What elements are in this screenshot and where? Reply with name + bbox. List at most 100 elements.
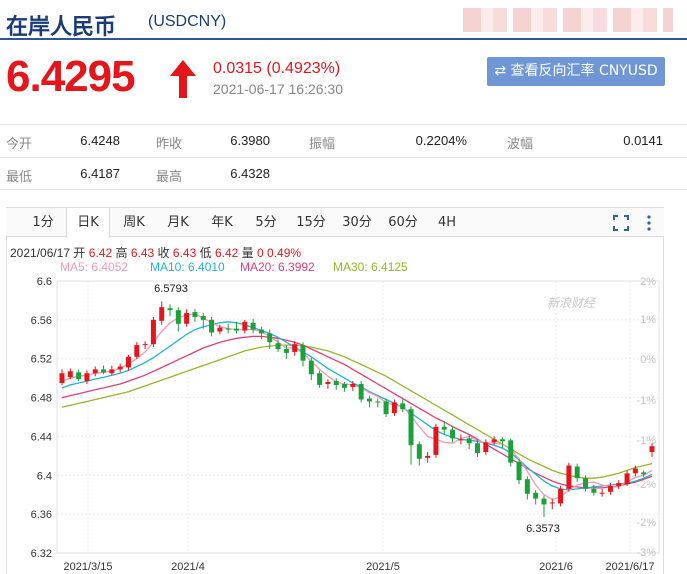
tab-daily-k[interactable]: 日K [66, 208, 110, 238]
low-value: 6.4187 [80, 166, 120, 181]
candle-up [624, 473, 630, 485]
up-arrow-icon [170, 60, 196, 98]
ohlc-close-label: 收 [157, 246, 170, 260]
candle-down [533, 492, 539, 499]
stats-panel: 今开 6.4248 昨收 6.3980 振幅 0.2204% 波幅 0.0141… [0, 124, 687, 190]
candle-down [192, 312, 198, 317]
pct-tick-label: -1% [636, 395, 656, 407]
ohlc-info: 2021/06/17 开 6.42 高 6.43 收 6.43 低 6.42 量… [10, 244, 301, 261]
candle-down [358, 383, 364, 400]
candle-down [450, 429, 456, 439]
ma10-line [61, 321, 653, 491]
tab-monthly-k[interactable]: 月K [167, 215, 189, 230]
candle-up [67, 371, 73, 378]
candle-down [76, 372, 82, 380]
pct-tick-label: 1% [640, 314, 656, 326]
x-tick-label: 2021/6 [539, 561, 573, 573]
tab-1min[interactable]: 1分 [32, 215, 54, 230]
candle-up [632, 468, 638, 474]
x-tick-label: 2021/3/15 [64, 561, 113, 573]
candle-down [641, 472, 647, 475]
candle-down [283, 349, 289, 353]
x-tick-label: 2021/6/17 [606, 561, 655, 573]
watermark: 新浪财经 [547, 296, 596, 310]
candle-down [267, 333, 273, 343]
candle-up [217, 327, 223, 332]
x-tick-label: 2021/4 [171, 561, 205, 573]
candle-down [167, 308, 173, 311]
chart-panel [6, 207, 664, 574]
candle-up [566, 465, 572, 489]
candle-up [425, 455, 431, 458]
candle-up [59, 373, 65, 383]
y-tick-label: 6.48 [31, 393, 52, 405]
x-tick-label: 2021/5 [366, 561, 400, 573]
candle-up [92, 369, 98, 374]
price-change: 0.0315 (0.4923%) [213, 60, 341, 77]
candle-up [142, 344, 148, 346]
candle-up [483, 442, 489, 452]
tab-30min[interactable]: 30分 [342, 215, 372, 230]
candle-down [209, 319, 215, 333]
ohlc-date: 2021/06/17 [10, 246, 71, 260]
fullscreen-icon[interactable] [612, 214, 630, 232]
tab-yearly-k[interactable]: 年K [211, 215, 233, 230]
open-value: 6.4248 [80, 133, 120, 148]
quote-time: 2021-06-17 16:26:30 [213, 81, 343, 97]
candle-down [541, 498, 547, 505]
candle-down [383, 401, 389, 415]
candle-down [225, 328, 231, 330]
ma20-legend: MA20: 6.3992 [240, 260, 315, 274]
candle-down [366, 398, 372, 402]
open-label: 今开 [6, 137, 33, 152]
tab-60min[interactable]: 60分 [388, 215, 418, 230]
tab-15min[interactable]: 15分 [296, 215, 326, 230]
amplitude-value: 0.2204% [415, 133, 467, 148]
candle-down [408, 409, 414, 446]
candle-down [234, 328, 240, 331]
candle-up [433, 426, 439, 455]
ohlc-volume-label: 量 [241, 246, 254, 260]
candle-down [441, 426, 447, 430]
candle-down [175, 310, 181, 324]
candle-down [317, 373, 323, 385]
y-tick-label: 6.56 [31, 315, 52, 327]
ma30-legend: MA30: 6.4125 [333, 260, 408, 274]
high-label: 最高 [156, 170, 183, 185]
y-tick-label: 6.36 [31, 509, 52, 521]
range-value: 0.0141 [623, 133, 663, 148]
candle-up [649, 446, 655, 452]
tab-weekly-k[interactable]: 周K [123, 215, 145, 230]
ohlc-open: 6.42 [88, 246, 113, 260]
ohlc-high: 6.43 [130, 246, 155, 260]
candle-up [117, 366, 123, 370]
ohlc-pct: 0.49% [267, 246, 302, 260]
candle-up [558, 488, 564, 504]
plot-frame [56, 280, 660, 554]
ohlc-volume: 0 [257, 246, 264, 260]
y-tick-label: 6.52 [31, 354, 52, 366]
prev-close-value: 6.3980 [230, 133, 270, 148]
reverse-rate-button[interactable]: ⇄ 查看反向汇率 CNYUSD [487, 57, 665, 86]
candle-down [474, 443, 480, 453]
pct-tick-label: 2% [640, 276, 656, 288]
amplitude-label: 振幅 [309, 137, 336, 152]
candle-down [200, 315, 206, 320]
ohlc-open-label: 开 [73, 246, 86, 260]
candle-up [292, 344, 298, 352]
ma20-line [61, 335, 653, 489]
candle-down [101, 369, 107, 373]
candle-up [491, 439, 497, 443]
ohlc-low-label: 低 [199, 246, 212, 260]
candle-down [375, 401, 381, 403]
tab-4h[interactable]: 4H [437, 215, 457, 230]
redacted-area [463, 8, 673, 32]
ma5-legend: MA5: 6.4052 [60, 260, 129, 274]
candle-down [300, 345, 306, 361]
candle-up [616, 483, 622, 486]
ma10-legend: MA10: 6.4010 [150, 260, 225, 274]
tab-5min[interactable]: 5分 [255, 215, 277, 230]
candle-up [599, 492, 605, 494]
more-menu-icon[interactable] [640, 214, 658, 232]
